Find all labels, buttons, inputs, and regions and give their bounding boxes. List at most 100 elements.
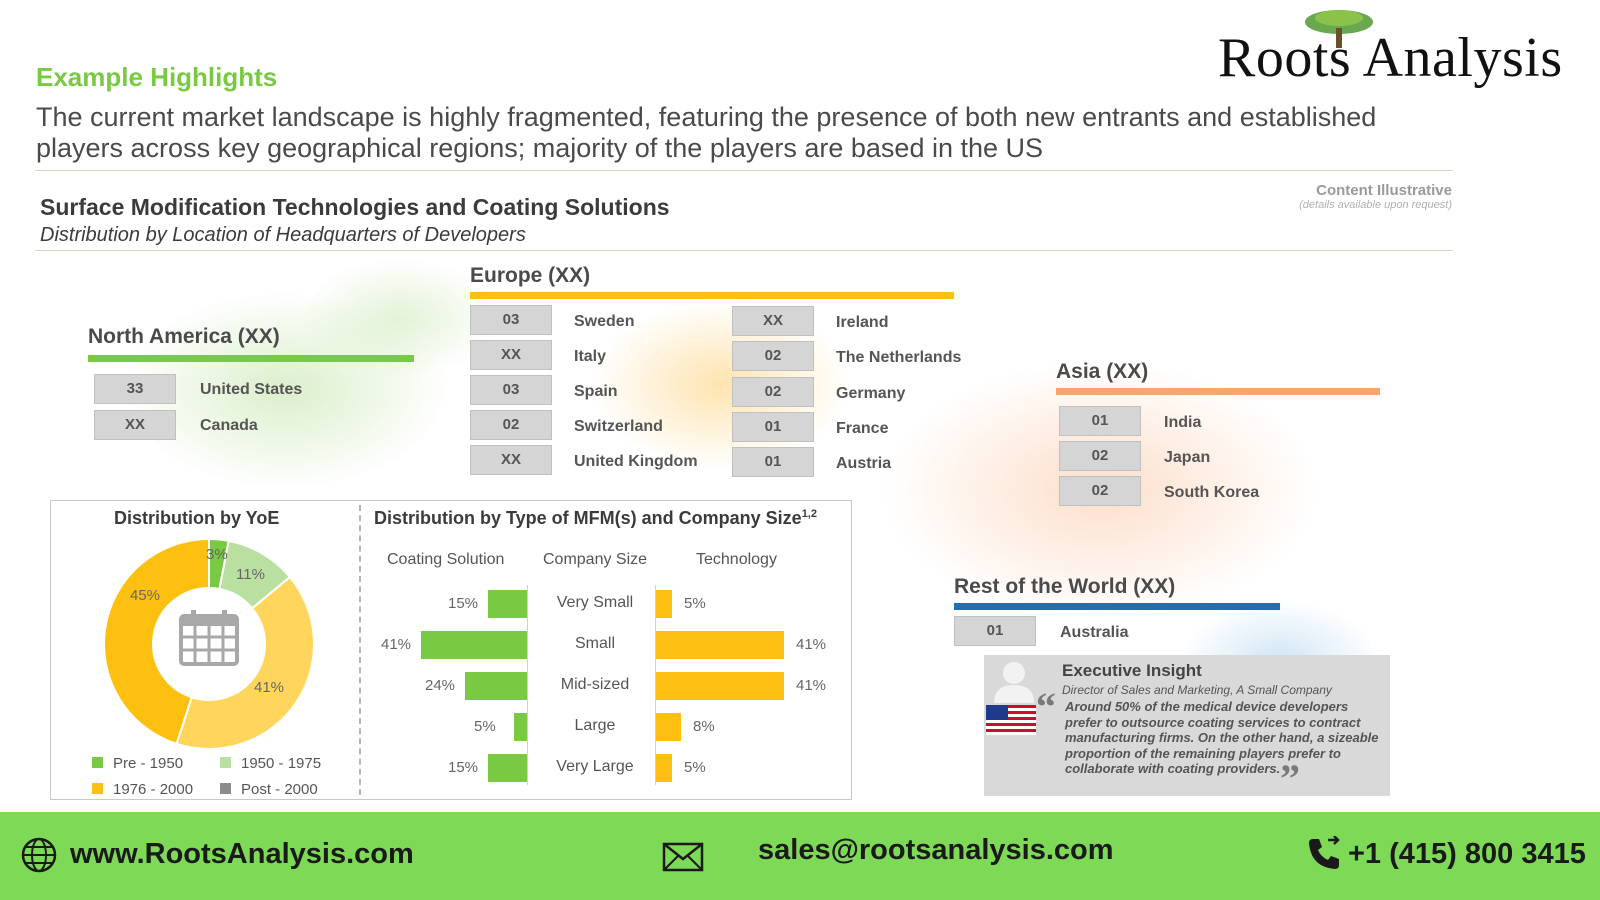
donut-slice [103, 537, 210, 746]
us-flag-icon [986, 705, 1036, 735]
count-box: XX [470, 340, 552, 370]
count-box: 02 [732, 341, 814, 371]
count-box: XX [470, 445, 552, 475]
country-label: Canada [200, 417, 258, 434]
website-link[interactable]: www.RootsAnalysis.com [70, 838, 414, 870]
technology-bar [656, 672, 784, 700]
lead-statement: The current market landscape is highly f… [36, 102, 1377, 163]
technology-bar [656, 631, 784, 659]
country-label: France [836, 420, 889, 437]
calendar-icon [179, 610, 239, 666]
coating-value-label: 15% [448, 595, 479, 612]
count-box: 01 [1059, 406, 1141, 436]
illustrative-label: Content Illustrative [1316, 182, 1452, 199]
country-label: Sweden [574, 313, 635, 330]
legend-item: 1950 - 1975 [220, 755, 321, 772]
coating-bar [421, 631, 527, 659]
legend-label: Pre - 1950 [113, 755, 184, 772]
count-box: 01 [954, 616, 1036, 646]
count-box: XX [94, 410, 176, 440]
count-box: 01 [732, 447, 814, 477]
legend-swatch [220, 783, 231, 794]
legend-item: Pre - 1950 [92, 755, 183, 772]
header-divider [36, 170, 1452, 171]
region-title: North America (XX) [88, 325, 280, 348]
coating-bar [514, 713, 527, 741]
slice-label: 11% [236, 566, 265, 583]
country-label: United Kingdom [574, 453, 698, 470]
column-header-coating: Coating Solution [387, 551, 505, 568]
count-box: 02 [470, 410, 552, 440]
donut-slice [175, 575, 315, 750]
globe-icon [21, 837, 57, 873]
mfm-title-text: Distribution by Type of MFM(s) and Compa… [374, 508, 802, 528]
count-box: XX [732, 306, 814, 336]
company-size-label: Mid-sized [560, 676, 630, 693]
legend-swatch [92, 757, 103, 768]
country-label: Austria [836, 455, 892, 472]
country-label: The Netherlands [836, 349, 962, 366]
legend-swatch [92, 783, 103, 794]
coating-value-label: 41% [381, 636, 412, 653]
tree-icon [1305, 10, 1373, 48]
count-box: 03 [470, 375, 552, 405]
section-subtitle: Distribution by Location of Headquarters… [40, 224, 526, 246]
brand-name: Roots Analysis [1218, 27, 1563, 89]
technology-bar [656, 754, 672, 782]
phone-link[interactable]: +1 (415) 800 3415 [1348, 838, 1586, 870]
count-box: 33 [94, 374, 176, 404]
country-label: Italy [574, 348, 607, 365]
region-title: Asia (XX) [1056, 360, 1149, 383]
legend-label: Post - 2000 [241, 781, 318, 798]
content-illustrative-note: Content Illustrative (details available … [1240, 182, 1452, 211]
country-label: United States [200, 381, 303, 398]
yoe-chart-title: Distribution by YoE [114, 508, 280, 528]
country-label: India [1164, 414, 1202, 431]
email-link[interactable]: sales@rootsanalysis.com [758, 834, 1114, 866]
phone-icon [1309, 836, 1340, 869]
section-divider [36, 250, 1452, 251]
person-icon [994, 662, 1034, 703]
country-label: Switzerland [574, 418, 663, 435]
mfm-chart-title: Distribution by Type of MFM(s) and Compa… [374, 508, 817, 529]
axis-line-left [527, 585, 528, 785]
legend-item: 1976 - 2000 [92, 781, 193, 798]
region-bar [470, 292, 954, 299]
region-title: Europe (XX) [470, 264, 591, 287]
count-box: 03 [470, 305, 552, 335]
count-box: 01 [732, 412, 814, 442]
country-label: Germany [836, 385, 906, 402]
country-label: Ireland [836, 314, 889, 331]
illustrative-detail: (details available upon request) [1299, 199, 1452, 211]
section-title: Surface Modification Technologies and Co… [40, 194, 670, 220]
legend-item: Post - 2000 [220, 781, 318, 798]
company-size-label: Very Small [556, 594, 634, 611]
panel-divider [359, 505, 361, 795]
technology-value-label: 41% [796, 636, 827, 653]
company-size-label: Very Large [556, 758, 634, 775]
mail-icon [662, 842, 704, 872]
contact-footer: www.RootsAnalysis.com sales@rootsanalysi… [0, 812, 1600, 900]
axis-line-right [655, 585, 656, 785]
company-size-label: Small [574, 635, 615, 652]
slice-label: 45% [130, 587, 161, 604]
insight-title: Executive Insight [1062, 661, 1202, 680]
count-box: 02 [1059, 441, 1141, 471]
coating-value-label: 24% [425, 677, 456, 694]
company-size-label: Large [574, 717, 616, 734]
count-box: 02 [732, 377, 814, 407]
close-quote-icon: ” [1280, 756, 1300, 801]
coating-bar [465, 672, 527, 700]
mfm-title-footnote: 1,2 [801, 508, 817, 520]
coating-bar [488, 590, 527, 618]
technology-value-label: 8% [693, 718, 715, 735]
legend-label: 1976 - 2000 [113, 781, 194, 798]
region-bar [954, 603, 1280, 610]
open-quote-icon: “ [1036, 684, 1056, 729]
coating-bar [488, 754, 527, 782]
technology-bar [656, 713, 681, 741]
region-bar [88, 355, 414, 362]
country-label: South Korea [1164, 484, 1260, 501]
executive-insight-card: Executive Insight Director of Sales and … [984, 655, 1390, 801]
insight-role: Director of Sales and Marketing, A Small… [1062, 683, 1332, 697]
